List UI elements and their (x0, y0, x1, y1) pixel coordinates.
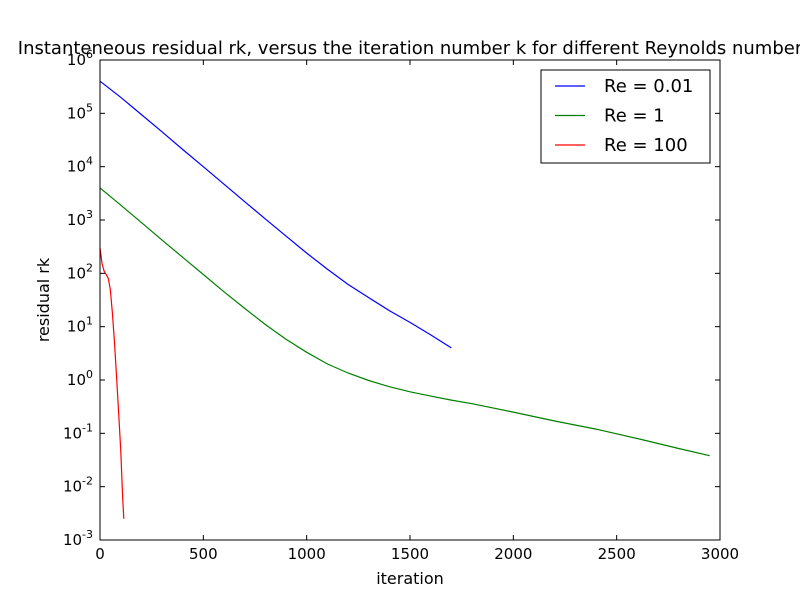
y-tick-label-9: 106 (67, 48, 93, 69)
y-tick-label-0: 10-3 (63, 528, 93, 549)
y-tick-label-5: 102 (67, 261, 93, 282)
y-tick-label-8: 105 (67, 101, 93, 122)
x-axis-label: iteration (376, 569, 444, 588)
legend-label-0: Re = 0.01 (604, 76, 693, 97)
series-layer (99, 80, 710, 519)
y-tick-label-6: 103 (67, 208, 93, 229)
legend-label-1: Re = 1 (604, 106, 665, 127)
series-line-1 (99, 187, 710, 457)
y-tick-label-7: 104 (67, 155, 93, 176)
tick-layer: 0 500 1000 1500 2000 2500 3000 10-3 10-2 10-1 100 1… (63, 48, 739, 563)
y-axis-label: residual rk (34, 257, 53, 342)
chart-title: Instanteneous residual rk, versus the it… (18, 38, 800, 59)
y-tick-label-2: 10-1 (63, 421, 93, 442)
x-tick-label-3: 1500 (391, 545, 429, 563)
y-tick-label-1: 10-2 (63, 475, 93, 496)
legend-label-2: Re = 100 (604, 135, 688, 156)
y-tick-label-3: 100 (67, 368, 93, 389)
x-tick-label-4: 2000 (494, 545, 532, 563)
y-tick-label-4: 101 (67, 315, 93, 336)
series-line-0 (99, 80, 452, 349)
x-tick-label-0: 0 (95, 545, 105, 563)
x-tick-label-5: 2500 (598, 545, 636, 563)
series-line-2 (99, 247, 125, 519)
x-tick-label-2: 1000 (288, 545, 326, 563)
legend: Re = 0.01 Re = 1 Re = 100 (540, 69, 711, 164)
x-tick-label-1: 500 (189, 545, 218, 563)
x-tick-label-6: 3000 (701, 545, 739, 563)
